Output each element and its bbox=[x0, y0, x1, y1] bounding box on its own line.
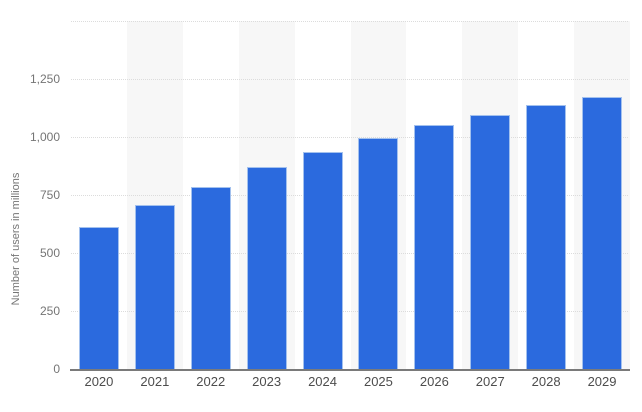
xtick-label-2023: 2023 bbox=[252, 374, 282, 389]
xtick-label-2028: 2028 bbox=[531, 374, 561, 389]
gridline-250 bbox=[71, 310, 628, 312]
ytick-label-500: 500 bbox=[39, 245, 60, 260]
xtick-label-2022: 2022 bbox=[196, 374, 226, 389]
xtick-label-2025: 2025 bbox=[363, 374, 393, 389]
bar-2027[interactable] bbox=[470, 114, 511, 369]
ytick-label-0: 0 bbox=[53, 362, 60, 376]
ytick-label-750: 750 bbox=[39, 187, 60, 202]
bar-2020[interactable] bbox=[78, 227, 119, 369]
ytick-label-1250: 1,250 bbox=[29, 71, 60, 86]
ytick-label-1000: 1,000 bbox=[29, 129, 60, 144]
bar-2021[interactable] bbox=[134, 205, 175, 369]
x-axis-line bbox=[70, 369, 630, 371]
gridline-1000 bbox=[71, 136, 628, 138]
bar-2023[interactable] bbox=[246, 166, 287, 369]
ytick-label-250: 250 bbox=[39, 303, 60, 318]
gridline-500 bbox=[71, 252, 628, 254]
xtick-label-2027: 2027 bbox=[475, 374, 505, 389]
xtick-label-2026: 2026 bbox=[419, 374, 449, 389]
bar-2026[interactable] bbox=[414, 125, 455, 369]
bar-2028[interactable] bbox=[526, 105, 567, 369]
gridline-1500 bbox=[71, 20, 628, 22]
xtick-label-2021: 2021 bbox=[140, 374, 170, 389]
gridline-1250 bbox=[71, 78, 628, 80]
xtick-label-2024: 2024 bbox=[308, 374, 337, 389]
bar-2022[interactable] bbox=[190, 186, 231, 369]
xtick-label-2020: 2020 bbox=[84, 374, 114, 389]
xtick-label-2029: 2029 bbox=[587, 374, 617, 389]
gridline-750 bbox=[71, 194, 628, 196]
bar-2025[interactable] bbox=[358, 137, 399, 369]
bar-2024[interactable] bbox=[302, 151, 343, 369]
bar-2029[interactable] bbox=[582, 97, 623, 369]
